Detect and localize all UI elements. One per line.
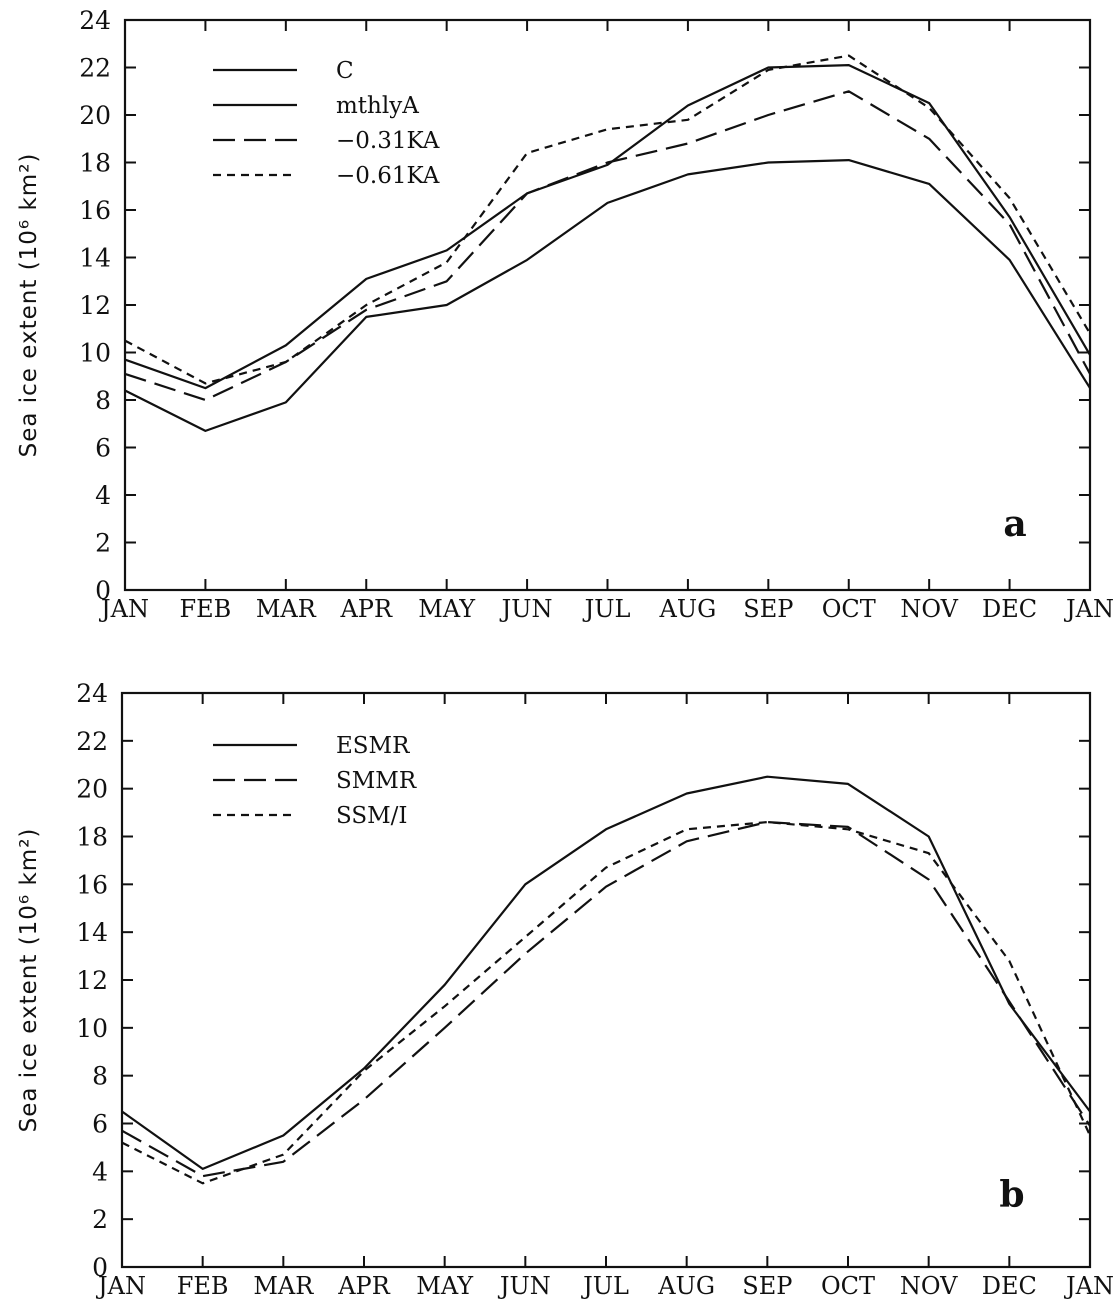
y-tick-label: 10 <box>79 339 111 368</box>
x-tick-label: JUN <box>499 595 553 623</box>
y-tick-label: 14 <box>79 244 111 273</box>
y-tick-label: 20 <box>76 775 108 804</box>
legend-label: −0.31KA <box>336 128 440 154</box>
y-axis-label: Sea ice extent (10⁶ km²) <box>16 828 42 1133</box>
x-tick-label: OCT <box>822 595 876 623</box>
x-tick-label: SEP <box>742 1272 792 1300</box>
x-tick-label: SEP <box>743 595 793 623</box>
x-tick-label: AUG <box>659 595 717 623</box>
x-tick-label: JUN <box>497 1272 551 1300</box>
x-tick-label: NOV <box>900 595 958 623</box>
x-tick-label: JAN <box>1063 595 1114 623</box>
y-tick-label: 22 <box>79 54 111 83</box>
x-tick-label: NOV <box>900 1272 958 1300</box>
y-tick-label: 16 <box>79 196 111 225</box>
x-tick-label: JUL <box>580 1272 629 1300</box>
legend-label: −0.61KA <box>336 163 440 189</box>
legend-label: C <box>336 58 354 84</box>
y-tick-label: 4 <box>92 1157 108 1186</box>
y-tick-label: 0 <box>92 1253 108 1282</box>
x-tick-label: JAN <box>1063 1272 1114 1300</box>
y-axis-label: Sea ice extent (10⁶ km²) <box>16 153 42 458</box>
y-tick-label: 22 <box>76 727 108 756</box>
y-tick-label: 6 <box>92 1110 108 1139</box>
legend-label: mthlyA <box>336 93 419 119</box>
y-tick-label: 18 <box>76 823 108 852</box>
x-tick-label: MAR <box>256 595 317 623</box>
y-tick-label: 18 <box>79 149 111 178</box>
y-tick-label: 24 <box>76 679 108 708</box>
panel-label: b <box>999 1174 1024 1216</box>
plot-frame <box>120 691 1092 1269</box>
x-tick-label: DEC <box>982 1272 1037 1300</box>
series-line-ssm-i <box>121 820 1091 1185</box>
legend-label: SSM/I <box>336 803 408 829</box>
x-tick-label: AUG <box>657 1272 715 1300</box>
x-tick-label: DEC <box>982 595 1037 623</box>
x-tick-label: MAR <box>253 1272 314 1300</box>
y-tick-label: 8 <box>95 386 111 415</box>
y-tick-label: 8 <box>92 1062 108 1091</box>
y-tick-label: 20 <box>79 101 111 130</box>
x-tick-label: JAN <box>95 1272 146 1300</box>
x-tick-label: FEB <box>180 595 232 623</box>
x-tick-label: APR <box>337 1272 390 1300</box>
x-tick-label: MAY <box>418 595 476 623</box>
x-tick-label: JAN <box>98 595 149 623</box>
y-tick-label: 12 <box>76 966 108 995</box>
y-tick-label: 16 <box>76 870 108 899</box>
legend-label: SMMR <box>336 768 417 794</box>
series-line-esmr <box>121 775 1091 1171</box>
y-tick-label: 2 <box>95 529 111 558</box>
y-tick-label: 12 <box>79 291 111 320</box>
series-line-0-61ka <box>124 54 1091 385</box>
y-tick-label: 6 <box>95 434 111 463</box>
y-tick-label: 0 <box>95 576 111 605</box>
y-tick-label: 24 <box>79 6 111 35</box>
x-tick-label: MAY <box>416 1272 474 1300</box>
series-line-c <box>124 159 1091 432</box>
y-tick-label: 14 <box>76 918 108 947</box>
y-tick-label: 10 <box>76 1014 108 1043</box>
panel-label: a <box>1003 503 1026 545</box>
x-tick-label: APR <box>339 595 392 623</box>
y-tick-label: 2 <box>92 1205 108 1234</box>
series-line-smmr <box>121 820 1091 1178</box>
x-tick-label: FEB <box>177 1272 229 1300</box>
legend-label: ESMR <box>336 733 410 759</box>
x-tick-label: OCT <box>821 1272 875 1300</box>
x-tick-label: JUL <box>582 595 631 623</box>
series-line-mthlya <box>124 63 1091 390</box>
y-tick-label: 4 <box>95 481 111 510</box>
